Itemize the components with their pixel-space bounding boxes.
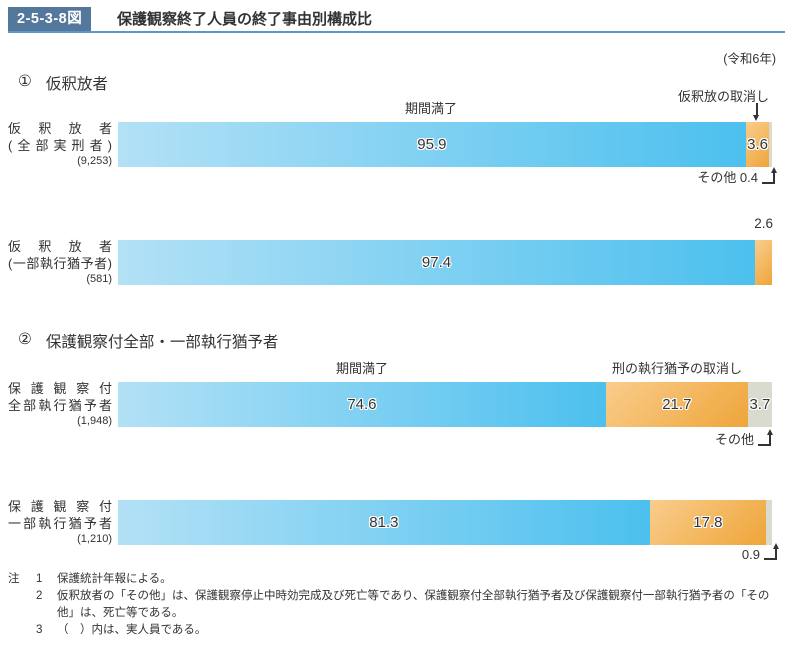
footnote-1-number: 1 bbox=[36, 573, 43, 585]
other-annotation-bar1: その他 0.4 bbox=[697, 167, 778, 186]
segment-value: 3.7 bbox=[749, 396, 771, 413]
segment-value: 21.7 bbox=[662, 396, 692, 413]
section-2-title: 保護観察付全部・一部執行猶予者 bbox=[45, 334, 279, 351]
bar-segment-orange bbox=[754, 240, 772, 285]
bar-2-count: (581) bbox=[86, 273, 112, 285]
bar-1-label-line2: (全部実刑者) bbox=[8, 137, 112, 153]
segment-value: 3.6 bbox=[747, 136, 769, 153]
footnote-prefix: 注 bbox=[8, 573, 20, 585]
bent-up-arrow-icon bbox=[764, 543, 780, 560]
bar-4-label-line2: 一部執行猶予者 bbox=[8, 515, 112, 531]
stacked-bar-parolee-partial-suspension: 97.4 bbox=[118, 240, 772, 285]
bar-4-label-line1: 保護観察付 bbox=[8, 499, 112, 514]
year-note: (令和6年) bbox=[723, 52, 776, 66]
bar-2-label: 仮釈放者 (一部執行猶予者) (581) bbox=[8, 239, 112, 286]
bent-up-arrow-icon bbox=[758, 429, 774, 446]
section-1-heading: ① 仮釈放者 bbox=[18, 72, 108, 94]
stacked-bar-probation-partial-suspension: 81.3 17.8 bbox=[118, 500, 772, 545]
stacked-bar-probation-full-suspension: 74.6 21.7 3.7 bbox=[118, 382, 772, 427]
segment-value: 95.9 bbox=[417, 136, 447, 153]
section-2-heading: ② 保護観察付全部・一部執行猶予者 bbox=[18, 330, 278, 352]
value-above-bar2: 2.6 bbox=[754, 216, 773, 231]
bar-4-label: 保護観察付 一部執行猶予者 (1,210) bbox=[8, 499, 112, 546]
other-annotation-bar3: その他 bbox=[714, 429, 774, 448]
segment-value: 74.6 bbox=[347, 396, 377, 413]
segment-value: 97.4 bbox=[421, 254, 452, 271]
bar-segment-gray bbox=[769, 122, 772, 167]
down-arrow-icon bbox=[753, 103, 759, 121]
bar-1-label: 仮釈放者 (全部実刑者) (9,253) bbox=[8, 121, 112, 168]
bar-segment-blue: 74.6 bbox=[118, 382, 606, 427]
footnote-2-text: 仮釈放者の「その他」は、保護観察停止中時効完成及び死亡等であり、保護観察付全部執… bbox=[57, 590, 770, 619]
period-expiry-label-bar3: 期間満了 bbox=[335, 361, 389, 376]
other-label-bar1: その他 0.4 bbox=[697, 170, 758, 185]
bar-3-label: 保護観察付 全部執行猶予者 (1,948) bbox=[8, 381, 112, 428]
other-label-bar3: その他 bbox=[714, 432, 754, 447]
bar-segment-orange: 17.8 bbox=[649, 500, 767, 545]
footnote-3-text: （ ）内は、実人員である。 bbox=[57, 624, 207, 636]
bar-segment-orange: 21.7 bbox=[605, 382, 748, 427]
bar-4-count: (1,210) bbox=[77, 533, 112, 545]
bar-segment-blue: 97.4 bbox=[118, 240, 755, 285]
parole-revocation-label: 仮釈放の取消し bbox=[677, 89, 769, 104]
bar-1-count: (9,253) bbox=[77, 155, 112, 167]
bent-up-arrow-icon bbox=[762, 167, 778, 184]
footnote-2-number: 2 bbox=[36, 590, 43, 602]
bar-3-count: (1,948) bbox=[77, 415, 112, 427]
other-annotation-bar4: 0.9 bbox=[741, 543, 780, 562]
bar-segment-orange: 3.6 bbox=[745, 122, 770, 167]
suspension-revocation-label: 刑の執行猶予の取消し bbox=[611, 361, 743, 376]
bar-segment-gray bbox=[766, 500, 772, 545]
segment-value: 17.8 bbox=[693, 514, 723, 531]
figure-title: 保護観察終了人員の終了事由別構成比 bbox=[117, 11, 373, 28]
period-expiry-label-bar1: 期間満了 bbox=[404, 101, 458, 116]
section-1-marker: ① bbox=[18, 73, 32, 90]
footnote-1: 注 1 保護統計年報による。 bbox=[8, 571, 778, 588]
figure-number-badge: 2-5-3-8図 bbox=[8, 7, 92, 32]
bar-3-label-line1: 保護観察付 bbox=[8, 381, 112, 396]
footnote-3-number: 3 bbox=[36, 624, 43, 636]
bar-segment-gray: 3.7 bbox=[747, 382, 772, 427]
section-2-marker: ② bbox=[18, 331, 32, 348]
footnote-2: 2 仮釈放者の「その他」は、保護観察停止中時効完成及び死亡等であり、保護観察付全… bbox=[8, 588, 778, 622]
bar-1-label-line1: 仮釈放者 bbox=[8, 121, 112, 136]
bar-segment-blue: 95.9 bbox=[118, 122, 746, 167]
stacked-bar-parolee-full-sentence: 95.9 3.6 bbox=[118, 122, 772, 167]
segment-value: 81.3 bbox=[369, 514, 399, 531]
bar-2-label-line1: 仮釈放者 bbox=[8, 239, 112, 254]
footnote-3: 3 （ ）内は、実人員である。 bbox=[8, 622, 778, 639]
bar-segment-blue: 81.3 bbox=[118, 500, 650, 545]
header-rule bbox=[8, 31, 785, 33]
footnote-1-text: 保護統計年報による。 bbox=[57, 573, 172, 585]
bar-2-label-line2: (一部執行猶予者) bbox=[8, 255, 112, 271]
section-1-title: 仮釈放者 bbox=[45, 76, 108, 93]
bar-3-label-line2: 全部執行猶予者 bbox=[8, 397, 112, 413]
other-label-bar4: 0.9 bbox=[741, 547, 760, 562]
footnotes: 注 1 保護統計年報による。 2 仮釈放者の「その他」は、保護観察停止中時効完成… bbox=[8, 571, 778, 639]
